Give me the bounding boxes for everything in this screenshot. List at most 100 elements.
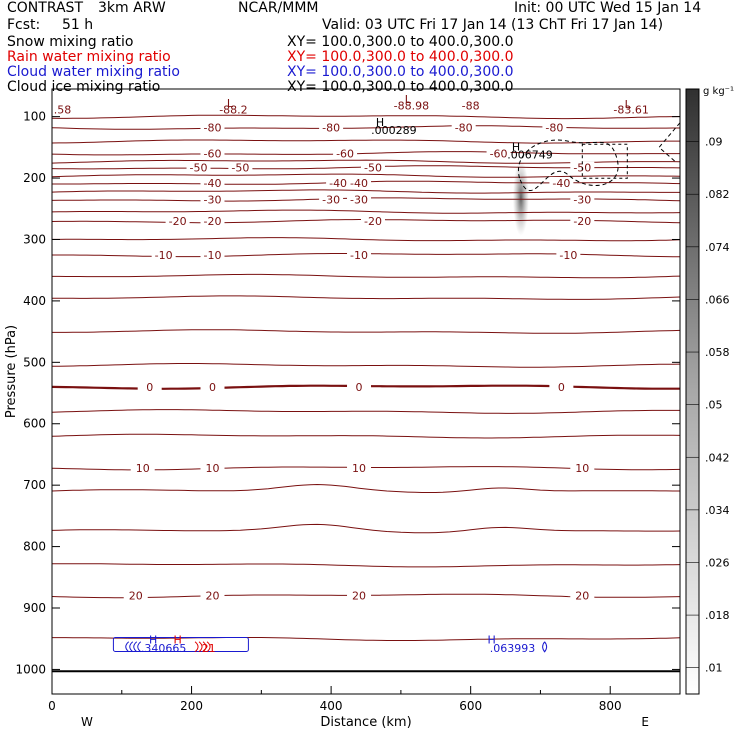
- contour-label-bg: [200, 215, 225, 228]
- x-tick-label: 200: [180, 699, 203, 713]
- colorbar-label: .034: [705, 504, 730, 517]
- contour-label: -80: [204, 122, 222, 135]
- colorbar-label: .074: [705, 241, 730, 254]
- contour-label-bg: [347, 380, 372, 393]
- contour-label-bg: [570, 193, 595, 206]
- contour-label: -60: [336, 147, 354, 160]
- contour-label-bg: [200, 147, 225, 160]
- plot-area: -80 -80 -80 -80-60 -60 -60-50 -50 -50 -50-40 -40-…: [52, 93, 680, 673]
- header-model: 3km ARW: [98, 0, 166, 16]
- rain-contour: [198, 641, 203, 653]
- y-tick-label: 1000: [15, 662, 46, 676]
- rain-contour: [206, 641, 211, 653]
- contour-label-bg: [200, 248, 225, 261]
- y-tick-label: 700: [23, 478, 46, 492]
- contour-label: 10: [352, 462, 366, 475]
- annotation: L: [227, 97, 234, 110]
- annotation: H: [512, 140, 520, 153]
- cloud-water-label: H: [487, 634, 495, 647]
- contour-label: -80: [322, 122, 340, 135]
- cloud-water-contour: [133, 641, 138, 653]
- x-tick-label: 600: [459, 699, 482, 713]
- contour-label-bg: [326, 176, 351, 189]
- contour-label-bg: [200, 380, 225, 393]
- y-tick-label: 200: [23, 171, 46, 185]
- contour-line: [52, 483, 680, 493]
- contour-label: 0: [146, 381, 153, 394]
- annotation: -83.61: [613, 104, 648, 117]
- contour-label-bg: [347, 461, 372, 474]
- field-cloudwater-name: Cloud water mixing ratio: [7, 64, 180, 80]
- x-axis-label: Distance (km): [320, 715, 411, 730]
- annotation: -88.2: [219, 104, 247, 117]
- contour-label-bg: [200, 176, 225, 189]
- colorbar-label: .042: [705, 451, 730, 464]
- y-axis-label: Pressure (hPa): [4, 325, 19, 418]
- contour-line: [52, 363, 680, 368]
- contour-label-bg: [570, 215, 595, 228]
- contour-label-bg: [200, 121, 225, 134]
- contour-label-bg: [333, 147, 358, 160]
- contour-label-bg: [486, 147, 511, 160]
- ice-plume: [512, 159, 529, 236]
- contour-label-bg: [137, 380, 162, 393]
- contour-label-bg: [360, 215, 385, 228]
- contour-label: -50: [190, 162, 208, 175]
- field-rain-name: Rain water mixing ratio: [7, 49, 171, 65]
- y-tick-label: 500: [23, 355, 46, 369]
- contour-label: -40: [204, 177, 222, 190]
- contour-label: -50: [364, 162, 382, 175]
- contour-line: [52, 329, 680, 334]
- contour-label: -30: [350, 194, 368, 207]
- contour-line: [52, 433, 680, 439]
- contour-label: -60: [204, 147, 222, 160]
- y-tick-label: 600: [23, 417, 46, 431]
- contour-label-bg: [186, 161, 211, 174]
- contour-label: -60: [490, 147, 508, 160]
- field-cloudice-xy: XY= 100.0,300.0 to 400.0,300.0: [287, 79, 514, 95]
- header-init: Init: 00 UTC Wed 15 Jan 14: [514, 0, 702, 16]
- contour-line: [52, 295, 680, 300]
- cloud-water-label: .063993: [490, 642, 536, 655]
- header-valid: Valid: 03 UTC Fri 17 Jan 14 (13 ChT Fri …: [322, 17, 664, 33]
- contour-line: [52, 139, 680, 144]
- x-tick-label: 0: [48, 699, 56, 713]
- contour-label: -40: [350, 177, 368, 190]
- annotation: L: [625, 98, 632, 111]
- contour-label-bg: [347, 248, 372, 261]
- annotation: L: [405, 93, 412, 106]
- annotation: -88: [462, 99, 480, 112]
- cloud-ice-outline: [517, 139, 619, 192]
- contour-label: 0: [209, 381, 216, 394]
- y-tick-label: 800: [23, 540, 46, 554]
- contour-line: [52, 637, 680, 641]
- contour-label-bg: [319, 193, 344, 206]
- contour-line: [52, 173, 680, 178]
- header-program: CONTRAST: [7, 0, 83, 16]
- annotation: -88.98: [394, 99, 429, 112]
- y-tick-label: 900: [23, 601, 46, 615]
- header-center: NCAR/MMM: [238, 0, 319, 16]
- contour-label: -50: [231, 162, 249, 175]
- contour-label-bg: [549, 176, 574, 189]
- contour-label-bg: [347, 589, 372, 602]
- colorbar-fill: [685, 88, 700, 695]
- contour-label: -30: [204, 194, 222, 207]
- x-tick-label: 800: [599, 699, 622, 713]
- contour-label-bg: [360, 161, 385, 174]
- contour-label-bg: [347, 193, 372, 206]
- colorbar-label: .026: [705, 556, 730, 569]
- colorbar-label: .05: [705, 399, 723, 412]
- cloud-ice-outline-edge: [658, 122, 680, 164]
- contour-label-bg: [347, 176, 372, 189]
- contour-label: -40: [552, 177, 570, 190]
- contour-label: 20: [129, 590, 143, 603]
- header-fcst-value: 51 h: [62, 17, 94, 33]
- annotation: .006749: [507, 148, 553, 161]
- cloud-water-contour: [129, 641, 134, 653]
- contour-line--80: [52, 125, 680, 130]
- cloud-water-contour: [137, 641, 142, 653]
- contour-label-bg: [319, 121, 344, 134]
- rain-contour: [194, 641, 199, 653]
